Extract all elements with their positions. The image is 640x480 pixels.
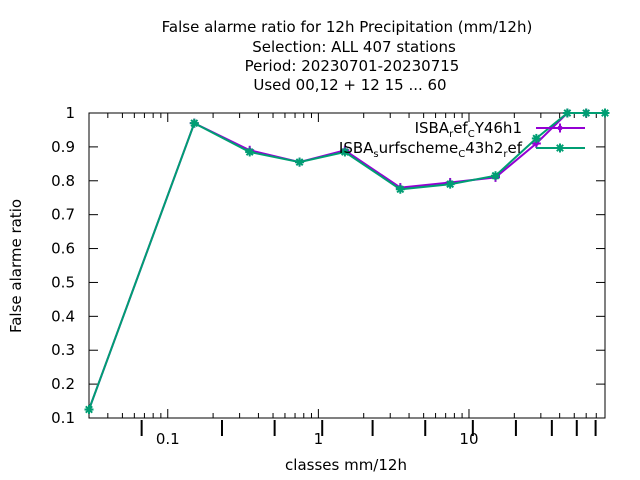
series-2-point-9: [531, 133, 541, 143]
y-tick-label-3: 0.3: [51, 341, 75, 359]
series-2-point-7: [445, 179, 455, 189]
x-tick-label-3: 10: [459, 430, 478, 448]
series-2-point-10: [562, 108, 572, 118]
y-axis-label: False alarme ratio: [7, 199, 25, 333]
x-axis-label: classes mm/12h: [285, 456, 407, 474]
y-tick-label-1: 0.1: [51, 409, 75, 427]
legend-marker-1: [555, 123, 565, 133]
series-2-point-12: [600, 108, 610, 118]
series-1-line: [88, 112, 605, 410]
legend-1-sub-2: C: [468, 129, 475, 140]
x-tick-label-2: 1: [314, 430, 324, 448]
legend-marker-2: [555, 143, 565, 153]
y-tick-label-7: 0.7: [51, 206, 75, 224]
series-2: [84, 108, 610, 415]
legend-entry-2: ISBAsurfschemeC43h2ref: [339, 139, 585, 160]
legend-label-1: ISBArefCY46h1: [415, 119, 522, 140]
series-layer: [84, 108, 610, 415]
title-line-4: Used 00,12 + 12 15 ... 60: [253, 76, 446, 94]
legend-sample-1: [536, 123, 585, 133]
y-tick-label-8: 0.8: [51, 172, 75, 190]
y-tick-label-5: 0.5: [51, 273, 75, 291]
series-2-point-5: [340, 147, 350, 157]
y-tick-label-4: 0.4: [51, 307, 75, 325]
series-2-point-11: [581, 108, 591, 118]
legend-entry-1: ISBArefCY46h1: [415, 119, 585, 140]
series-2-point-4: [295, 157, 305, 167]
legend-1-sub-1: r: [449, 129, 454, 140]
y-axis: 0.1 0.2 0.3 0.4 0.5 0.6 0.7 0.8 0.9 1: [51, 104, 605, 427]
legend-2-tail: 43h2: [465, 139, 503, 157]
series-2-point-2: [189, 118, 199, 128]
plot-frame: [88, 112, 606, 419]
series-2-point-6: [395, 184, 405, 194]
series-2-point-3: [245, 147, 255, 157]
legend-sample-2: [536, 143, 585, 153]
x-tick-label-1: 0.1: [156, 430, 180, 448]
series-2-point-8: [491, 171, 501, 181]
x-axis: 0.1 1 10: [88, 113, 606, 448]
legend-2-sub-2: C: [458, 149, 465, 160]
legend-2-sub-1: s: [373, 149, 378, 160]
title-line-3: Period: 20230701-20230715: [245, 57, 460, 75]
y-tick-label-6: 0.6: [51, 240, 75, 258]
series-2-line: [88, 112, 605, 410]
y-tick-label-10: 1: [65, 104, 75, 122]
legend: ISBArefCY46h1 ISBAsurfschemeC43h2ref: [339, 119, 585, 160]
y-tick-label-2: 0.2: [51, 375, 75, 393]
title-line-2: Selection: ALL 407 stations: [252, 38, 456, 56]
legend-1-main: ISBA: [415, 119, 450, 137]
legend-2-main: ISBA: [339, 139, 374, 157]
legend-1-tail: Y46h1: [474, 119, 522, 137]
title-line-1: False alarme ratio for 12h Precipitation…: [162, 18, 533, 36]
series-2-point-1: [84, 405, 94, 415]
legend-2-mid-1: urfscheme: [379, 139, 459, 157]
legend-1-mid-1: ef: [453, 119, 468, 137]
legend-2-sub-3: r: [503, 149, 508, 160]
legend-2-tail-2: ef: [507, 139, 522, 157]
y-tick-label-9: 0.9: [51, 138, 75, 156]
chart-title: False alarme ratio for 12h Precipitation…: [162, 18, 533, 94]
legend-label-2: ISBAsurfschemeC43h2ref: [339, 139, 523, 160]
